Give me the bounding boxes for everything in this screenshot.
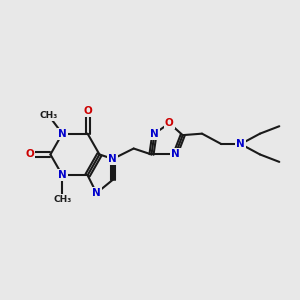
- Text: O: O: [83, 106, 92, 116]
- Text: CH₃: CH₃: [40, 111, 58, 120]
- Text: O: O: [165, 118, 174, 128]
- Text: N: N: [92, 188, 101, 198]
- Text: N: N: [236, 139, 245, 149]
- Text: N: N: [171, 149, 180, 160]
- Text: N: N: [109, 154, 117, 164]
- Text: O: O: [25, 149, 34, 160]
- Text: N: N: [58, 129, 67, 139]
- Text: N: N: [58, 170, 67, 180]
- Text: CH₃: CH₃: [53, 194, 71, 203]
- Text: N: N: [150, 129, 159, 139]
